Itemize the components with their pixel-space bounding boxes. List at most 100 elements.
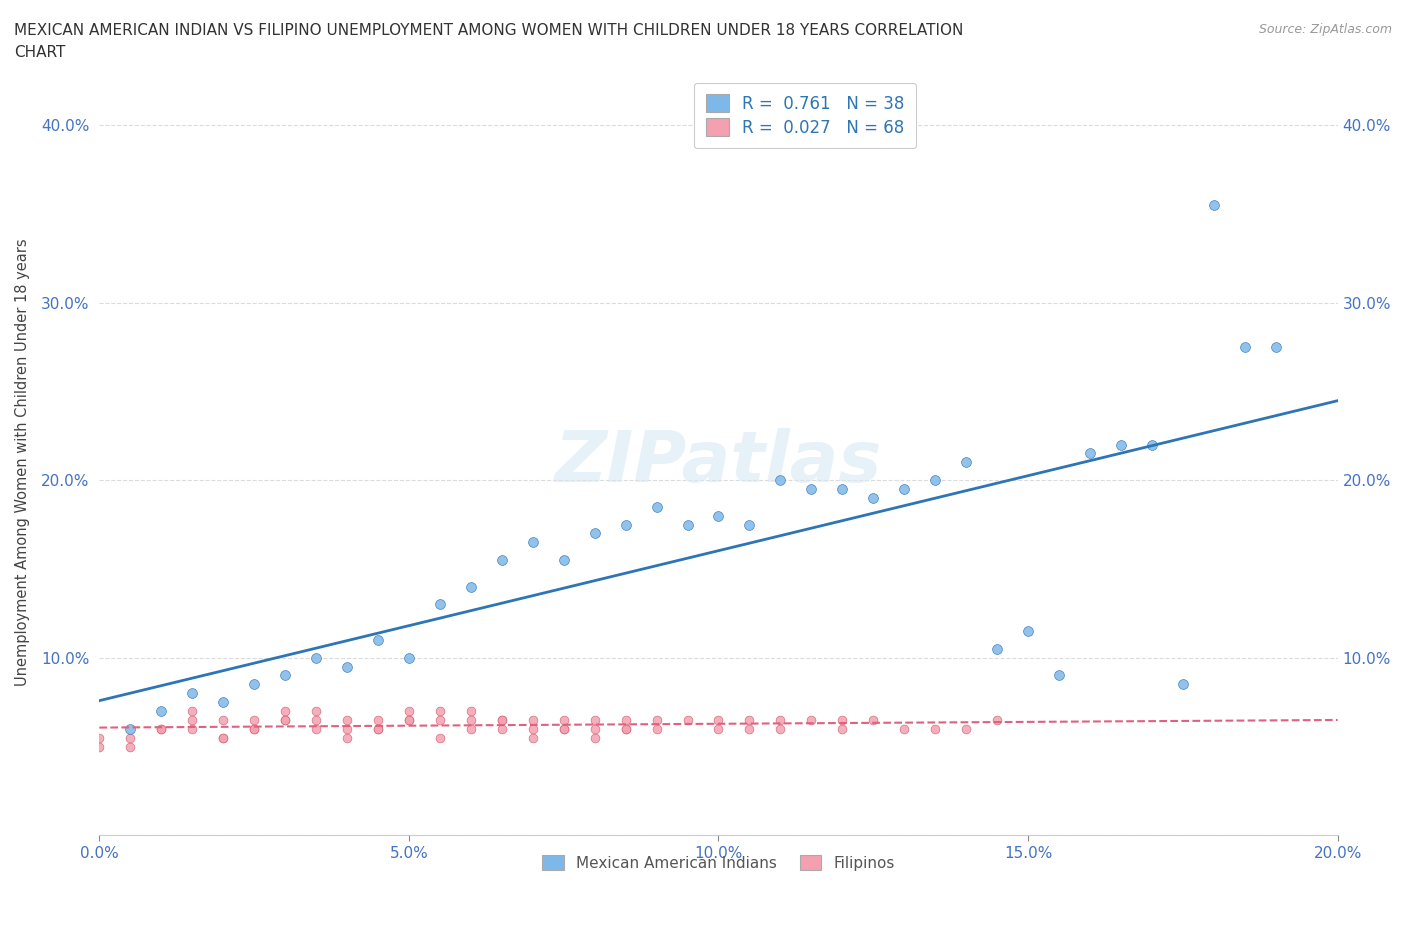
Point xyxy=(1264,339,1286,354)
Point xyxy=(583,526,606,541)
Text: MEXICAN AMERICAN INDIAN VS FILIPINO UNEMPLOYMENT AMONG WOMEN WITH CHILDREN UNDER: MEXICAN AMERICAN INDIAN VS FILIPINO UNEM… xyxy=(14,23,963,60)
Point xyxy=(460,722,482,737)
Point xyxy=(336,659,359,674)
Point xyxy=(522,730,544,745)
Point xyxy=(522,712,544,727)
Y-axis label: Unemployment Among Women with Children Under 18 years: Unemployment Among Women with Children U… xyxy=(15,238,30,686)
Point xyxy=(769,472,792,487)
Point xyxy=(553,712,575,727)
Point xyxy=(707,712,730,727)
Point xyxy=(1202,197,1225,212)
Point xyxy=(181,704,204,719)
Point xyxy=(243,722,266,737)
Point xyxy=(460,712,482,727)
Point xyxy=(367,722,389,737)
Point xyxy=(1233,339,1256,354)
Point xyxy=(367,712,389,727)
Point xyxy=(181,685,204,700)
Text: ZIPatlas: ZIPatlas xyxy=(555,428,882,497)
Point xyxy=(924,472,946,487)
Point xyxy=(150,704,173,719)
Point xyxy=(398,712,420,727)
Point xyxy=(150,722,173,737)
Point xyxy=(491,712,513,727)
Point xyxy=(1109,437,1132,452)
Point xyxy=(769,722,792,737)
Point xyxy=(553,722,575,737)
Point xyxy=(120,739,142,754)
Point xyxy=(522,535,544,550)
Point xyxy=(305,712,328,727)
Point xyxy=(305,722,328,737)
Point xyxy=(614,722,637,737)
Point xyxy=(89,730,111,745)
Point xyxy=(274,712,297,727)
Point xyxy=(212,695,235,710)
Point xyxy=(243,722,266,737)
Point xyxy=(274,668,297,683)
Point xyxy=(862,490,884,505)
Point xyxy=(491,552,513,567)
Point xyxy=(336,722,359,737)
Point xyxy=(336,712,359,727)
Point xyxy=(181,722,204,737)
Point xyxy=(955,455,977,470)
Point xyxy=(120,730,142,745)
Point xyxy=(769,712,792,727)
Point xyxy=(367,722,389,737)
Point xyxy=(831,712,853,727)
Point xyxy=(1017,624,1039,639)
Point xyxy=(429,597,451,612)
Point xyxy=(614,517,637,532)
Point xyxy=(986,712,1008,727)
Point xyxy=(429,712,451,727)
Point xyxy=(243,712,266,727)
Point xyxy=(553,722,575,737)
Point xyxy=(614,722,637,737)
Point xyxy=(645,712,668,727)
Point xyxy=(491,712,513,727)
Point xyxy=(1047,668,1070,683)
Point xyxy=(645,722,668,737)
Point xyxy=(676,517,699,532)
Point xyxy=(181,712,204,727)
Point xyxy=(553,552,575,567)
Point xyxy=(212,712,235,727)
Point xyxy=(212,730,235,745)
Point xyxy=(1171,677,1194,692)
Point xyxy=(800,712,823,727)
Legend: Mexican American Indians, Filipinos: Mexican American Indians, Filipinos xyxy=(533,845,904,880)
Point xyxy=(676,712,699,727)
Point xyxy=(305,704,328,719)
Point xyxy=(429,730,451,745)
Point xyxy=(491,722,513,737)
Point xyxy=(738,712,761,727)
Point xyxy=(583,722,606,737)
Point xyxy=(955,722,977,737)
Point xyxy=(893,482,915,497)
Point xyxy=(89,739,111,754)
Point xyxy=(274,704,297,719)
Point xyxy=(150,722,173,737)
Point xyxy=(645,499,668,514)
Point xyxy=(583,730,606,745)
Point xyxy=(398,712,420,727)
Point xyxy=(1078,446,1101,461)
Point xyxy=(120,722,142,737)
Point xyxy=(738,722,761,737)
Point xyxy=(831,722,853,737)
Point xyxy=(583,712,606,727)
Point xyxy=(1140,437,1163,452)
Point xyxy=(893,722,915,737)
Point xyxy=(924,722,946,737)
Point xyxy=(243,677,266,692)
Point xyxy=(707,722,730,737)
Point xyxy=(986,642,1008,657)
Point xyxy=(738,517,761,532)
Point xyxy=(707,508,730,523)
Point xyxy=(831,482,853,497)
Point xyxy=(336,730,359,745)
Point xyxy=(212,730,235,745)
Point xyxy=(398,650,420,665)
Point xyxy=(305,650,328,665)
